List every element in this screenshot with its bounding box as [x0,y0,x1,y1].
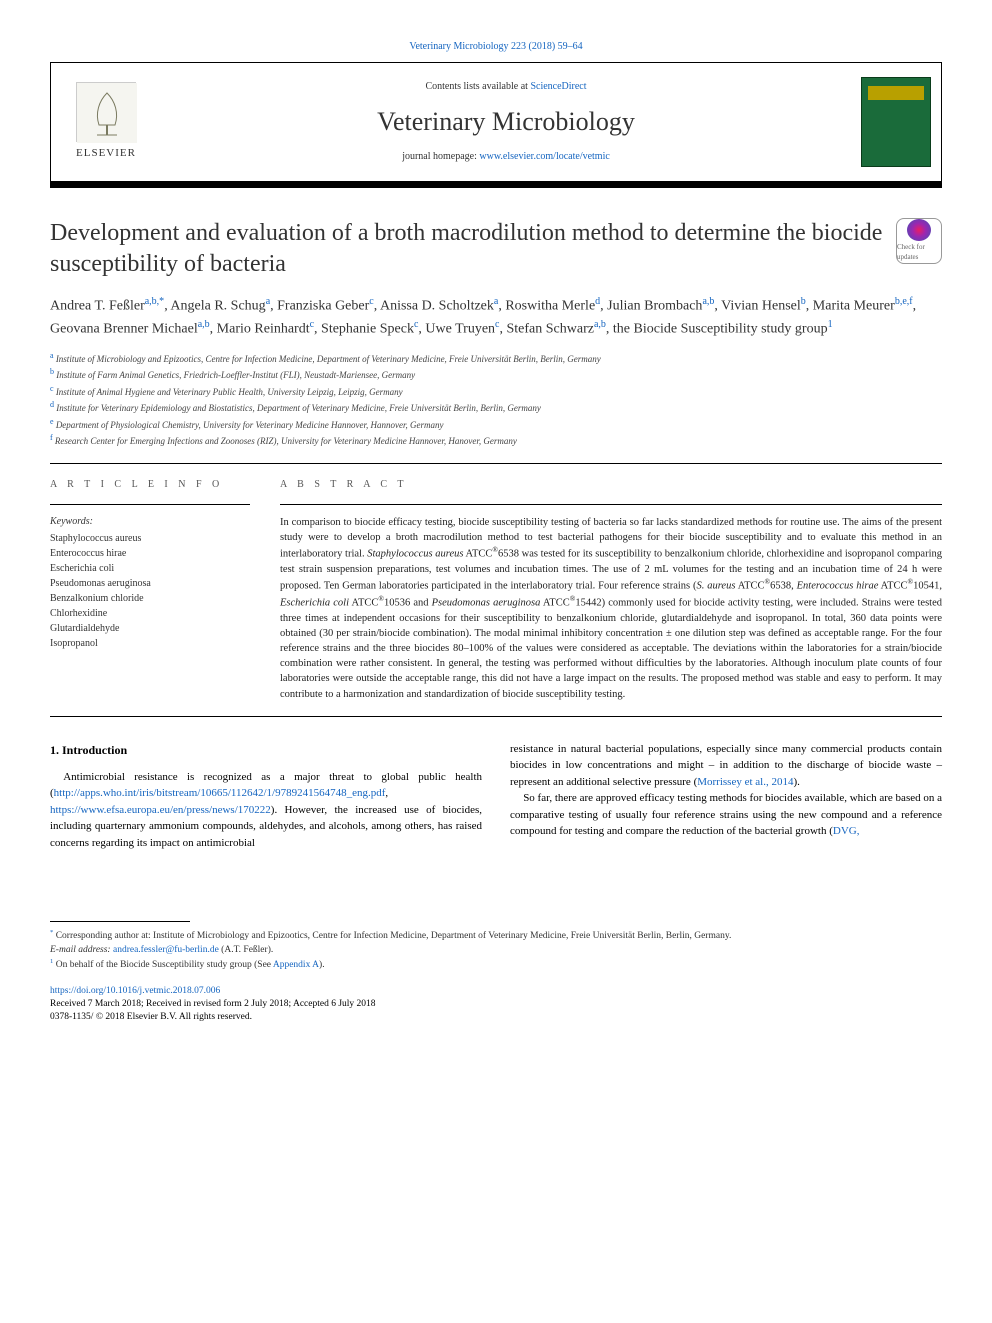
sciencedirect-link[interactable]: ScienceDirect [530,81,586,92]
homepage-line: journal homepage: www.elsevier.com/locat… [402,150,610,164]
doi-block: https://doi.org/10.1016/j.vetmic.2018.07… [50,985,942,1025]
abstract-text: In comparison to biocide efficacy testin… [280,515,942,702]
article-info-col: A R T I C L E I N F O Keywords: Staphylo… [50,478,250,702]
rule-below-abstract [50,716,942,717]
elsevier-label: ELSEVIER [76,146,136,161]
copyright-line: 0378-1135/ © 2018 Elsevier B.V. All righ… [50,1011,942,1024]
keyword-item: Isopropanol [50,636,250,651]
email-label: E-mail address: [50,945,113,955]
keyword-item: Benzalkonium chloride [50,591,250,606]
intro-para-left: Antimicrobial resistance is recognized a… [50,769,482,852]
email-suffix: (A.T. Feßler). [219,945,273,955]
email-line: E-mail address: andrea.fessler@fu-berlin… [50,944,942,957]
keyword-item: Pseudomonas aeruginosa [50,576,250,591]
affiliations-block: a Institute of Microbiology and Epizooti… [50,350,942,449]
abstract-rule [280,504,942,505]
elsevier-logo-block: ELSEVIER [51,63,161,181]
intro-section: 1. Introduction Antimicrobial resistance… [50,741,942,852]
journal-name: Veterinary Microbiology [377,104,635,140]
footnote-1: 1 On behalf of the Biocide Susceptibilit… [50,957,942,972]
abstract-heading: A B S T R A C T [280,478,942,492]
asterisk-icon: * [50,929,53,936]
doi-link[interactable]: https://doi.org/10.1016/j.vetmic.2018.07… [50,985,942,998]
article-info-rule [50,504,250,505]
journal-cover-icon [861,77,931,167]
title-row: Development and evaluation of a broth ma… [50,218,942,280]
intro-para-right-1: resistance in natural bacterial populati… [510,741,942,791]
header-center: Contents lists available at ScienceDirec… [161,63,851,181]
journal-header-box: ELSEVIER Contents lists available at Sci… [50,62,942,182]
intro-para-right-2: So far, there are approved efficacy test… [510,790,942,840]
footnote-1-marker: 1 [50,958,53,965]
email-link[interactable]: andrea.fessler@fu-berlin.de [113,945,219,955]
two-column-body: 1. Introduction Antimicrobial resistance… [50,741,942,852]
keyword-item: Staphylococcus aureus [50,531,250,546]
journal-cover-block [851,63,941,181]
running-header-link[interactable]: Veterinary Microbiology 223 (2018) 59–64 [50,40,942,54]
article-title: Development and evaluation of a broth ma… [50,218,884,280]
page-root: Veterinary Microbiology 223 (2018) 59–64… [0,0,992,1064]
keyword-item: Chlorhexidine [50,606,250,621]
keywords-label: Keywords: [50,515,250,529]
abstract-col: A B S T R A C T In comparison to biocide… [280,478,942,702]
corr-text: Corresponding author at: Institute of Mi… [56,931,732,941]
article-info-heading: A R T I C L E I N F O [50,478,250,492]
check-updates-label: Check for updates [897,243,941,263]
footnotes-rule [50,921,190,922]
authors-line: Andrea T. Feßlera,b,*, Angela R. Schuga,… [50,294,942,339]
check-updates-icon [907,219,931,241]
footnotes-block: * Corresponding author at: Institute of … [50,928,942,972]
contents-prefix: Contents lists available at [425,81,530,92]
rule-above-abstract [50,463,942,464]
header-rule [50,182,942,188]
keyword-item: Escherichia coli [50,561,250,576]
received-line: Received 7 March 2018; Received in revis… [50,998,942,1011]
keyword-item: Glutardialdehyde [50,621,250,636]
keyword-item: Enterococcus hirae [50,546,250,561]
corresponding-author-note: * Corresponding author at: Institute of … [50,928,942,943]
intro-heading: 1. Introduction [50,741,482,759]
homepage-link[interactable]: www.elsevier.com/locate/vetmic [479,151,609,162]
check-updates-badge[interactable]: Check for updates [896,218,942,264]
contents-line: Contents lists available at ScienceDirec… [425,80,586,94]
footnote-1-suffix: ). [319,960,325,970]
homepage-prefix: journal homepage: [402,151,479,162]
info-abstract-row: A R T I C L E I N F O Keywords: Staphylo… [50,478,942,702]
appendix-link[interactable]: Appendix A [273,960,319,970]
keywords-list: Staphylococcus aureusEnterococcus hiraeE… [50,531,250,651]
footnote-1-text: On behalf of the Biocide Susceptibility … [56,960,273,970]
elsevier-tree-icon [76,82,136,142]
